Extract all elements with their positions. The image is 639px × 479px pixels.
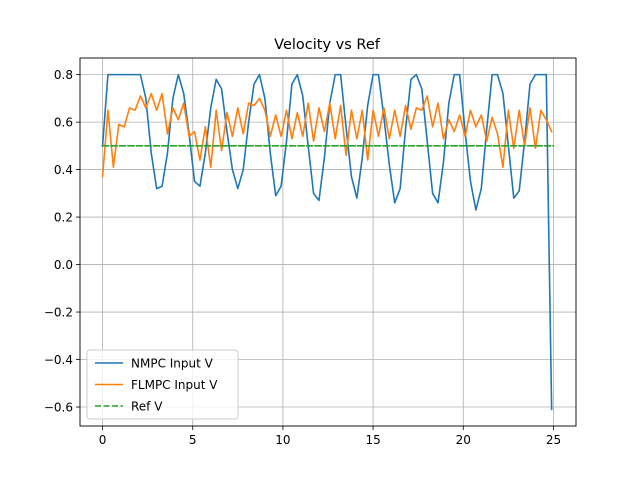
series-line-2 <box>101 92 553 178</box>
legend-label: NMPC Input V <box>131 357 214 371</box>
legend-box <box>86 349 239 420</box>
y-tick-label: −0.4 <box>44 353 73 367</box>
y-tick-label: 0.0 <box>54 258 73 272</box>
plot-frame <box>79 57 577 427</box>
y-tick-label: −0.6 <box>44 401 73 415</box>
x-tick-label: 20 <box>456 433 471 447</box>
legend: NMPC Input V FLMPC Input V Ref V <box>86 349 239 420</box>
tick-layer: 0 5 10 15 20 25 −0.6 −0.4 −0.2 0.0 0.2 0.4 0.6 0.8 <box>44 68 561 447</box>
chart-title: Velocity vs Ref <box>274 37 381 53</box>
y-tick-label: 0.6 <box>54 116 73 130</box>
legend-label: Ref V <box>131 400 163 414</box>
x-tick-label: 10 <box>275 433 290 447</box>
x-tick-label: 25 <box>546 433 561 447</box>
series-layer <box>101 73 555 411</box>
x-tick-label: 0 <box>99 433 107 447</box>
x-tick-label: 5 <box>189 433 197 447</box>
y-tick-label: 0.4 <box>54 163 73 177</box>
y-tick-label: −0.2 <box>44 306 73 320</box>
legend-label: FLMPC Input V <box>131 378 218 392</box>
x-tick-label: 15 <box>365 433 380 447</box>
y-tick-label: 0.2 <box>54 211 73 225</box>
y-tick-label: 0.8 <box>54 68 73 82</box>
